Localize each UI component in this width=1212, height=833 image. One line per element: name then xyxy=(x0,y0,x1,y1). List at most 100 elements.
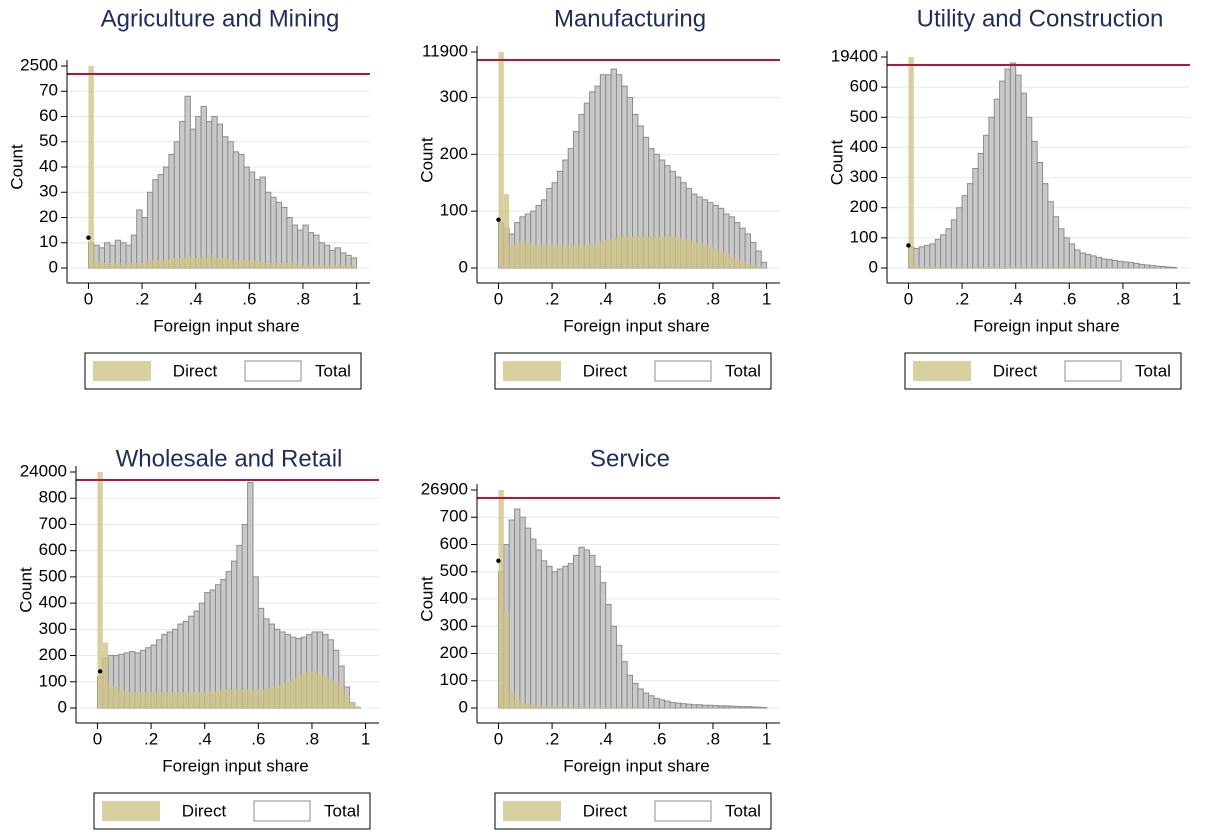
total-bar xyxy=(275,201,283,269)
direct-bar xyxy=(193,692,200,708)
total-bar xyxy=(728,705,735,709)
total-bar xyxy=(329,249,336,269)
total-bar xyxy=(556,568,564,709)
total-bar xyxy=(238,153,245,269)
total-bar xyxy=(291,224,299,269)
y-tick-label: 500 xyxy=(39,566,67,585)
direct-bar xyxy=(546,245,553,268)
direct-bar xyxy=(739,261,746,268)
total-bar xyxy=(252,576,259,709)
total-bar xyxy=(1031,140,1038,269)
y-axis-label: Count xyxy=(16,567,35,613)
total-bar xyxy=(701,704,709,709)
total-bar xyxy=(744,706,752,709)
legend: Direct Total xyxy=(93,792,371,830)
total-bar xyxy=(637,688,644,709)
direct-bar xyxy=(541,245,547,268)
y-tick-label: 0 xyxy=(459,697,468,716)
total-bar xyxy=(211,116,218,269)
panel-title: Agriculture and Mining xyxy=(101,5,340,32)
x-tick-label: 0 xyxy=(494,729,503,748)
legend: Direct Total xyxy=(494,792,772,830)
y-tick-label: 30 xyxy=(39,182,58,201)
panel-title: Service xyxy=(590,445,670,472)
direct-bar xyxy=(99,262,105,268)
panel-title: Utility and Construction xyxy=(917,5,1164,32)
total-bar xyxy=(712,705,719,709)
direct-bar xyxy=(729,256,735,268)
direct-bar xyxy=(206,255,212,268)
direct-bar xyxy=(302,265,309,268)
y-tick-label: 200 xyxy=(39,645,67,664)
direct-bar xyxy=(983,267,989,268)
total-bar xyxy=(1133,262,1140,269)
direct-bar xyxy=(605,707,612,708)
total-bar xyxy=(750,241,757,269)
legend-label: Direct xyxy=(583,361,628,380)
direct-bar xyxy=(1085,267,1091,268)
direct-bar xyxy=(177,692,184,708)
x-tick-label: .4 xyxy=(198,729,212,748)
direct-bar xyxy=(573,706,579,708)
panel-title: Wholesale and Retail xyxy=(116,445,343,472)
direct-bar xyxy=(158,260,164,268)
direct-bar xyxy=(313,265,320,268)
total-bar xyxy=(599,582,607,709)
y-tick-label: 60 xyxy=(39,106,58,125)
panel: Service 0 100 200 300 400 500 600 700 26900 0 .2 .4.… xyxy=(417,445,780,830)
y-tick-label: 200 xyxy=(440,643,468,662)
x-tick-label: .8 xyxy=(1116,289,1130,308)
y-tick-label: 200 xyxy=(850,197,878,216)
direct-bar xyxy=(1004,267,1011,268)
total-bar xyxy=(1111,259,1119,269)
y-tick-label: 200 xyxy=(440,144,468,163)
y-tick-label: 400 xyxy=(850,137,878,156)
total-bar xyxy=(950,219,958,269)
direct-bar xyxy=(723,253,730,268)
direct-bar xyxy=(151,692,157,708)
direct-bar xyxy=(589,244,595,268)
total-bar xyxy=(1079,252,1086,269)
direct-bar xyxy=(270,262,277,268)
y-tick-label: 600 xyxy=(39,540,67,559)
direct-bar xyxy=(988,267,995,268)
direct-bar xyxy=(632,707,638,708)
direct-bar xyxy=(1037,267,1043,268)
direct-bar xyxy=(308,265,314,268)
legend-label: Total xyxy=(324,801,360,820)
total-bar xyxy=(297,229,304,269)
direct-bar xyxy=(233,260,239,268)
direct-bar xyxy=(718,250,724,268)
direct-bar xyxy=(1069,267,1075,268)
total-bar xyxy=(519,516,526,709)
direct-bar xyxy=(535,245,542,268)
x-axis-label: Foreign input share xyxy=(563,756,709,775)
total-bar xyxy=(605,74,612,269)
total-bar xyxy=(1074,249,1081,269)
total-bar xyxy=(648,695,655,709)
total-bar xyxy=(1084,253,1092,269)
direct-bar xyxy=(1047,267,1054,268)
y-tick-label: 100 xyxy=(440,201,468,220)
direct-bar xyxy=(755,266,762,268)
direct-bar xyxy=(616,236,622,268)
direct-bar xyxy=(306,671,312,708)
direct-bar xyxy=(134,692,141,708)
direct-bar xyxy=(247,689,253,708)
direct-bar xyxy=(292,262,298,268)
x-tick-label: .2 xyxy=(955,289,969,308)
total-bar xyxy=(993,98,1001,269)
direct-bar xyxy=(637,236,644,268)
direct-bar xyxy=(152,260,159,268)
direct-bar xyxy=(215,690,221,708)
direct-bar xyxy=(712,248,719,268)
x-tick-label: 0 xyxy=(494,289,503,308)
total-bar xyxy=(1117,260,1124,269)
direct-bar xyxy=(351,265,357,268)
total-bar xyxy=(313,234,320,269)
total-bar xyxy=(189,128,197,269)
x-tick-label: .2 xyxy=(545,289,559,308)
direct-bar xyxy=(286,262,293,268)
direct-bar xyxy=(509,245,515,268)
y-tick-label: 300 xyxy=(850,167,878,186)
